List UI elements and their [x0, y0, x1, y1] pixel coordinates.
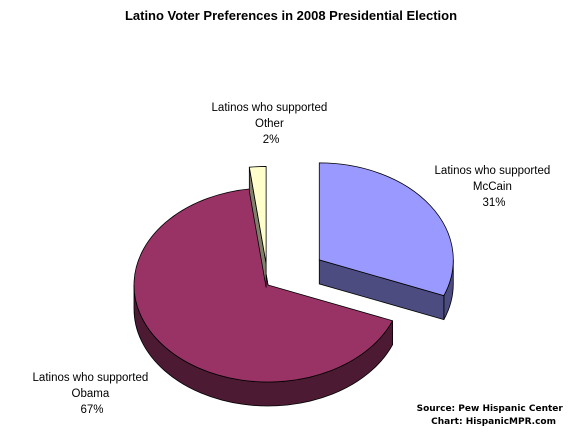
slice-other: [248, 166, 267, 288]
slice-mccain-top: [318, 162, 454, 297]
source-line: Source: Pew Hispanic Center: [417, 404, 564, 414]
pie-slices: [133, 162, 454, 407]
label-other-line3: 2%: [263, 134, 280, 146]
label-mccain: Latinos who supported McCain 31%: [435, 165, 554, 209]
chart-title: Latino Voter Preferences in 2008 Preside…: [125, 8, 457, 23]
label-mccain-line3: 31%: [482, 197, 505, 209]
slice-mccain: [318, 162, 454, 321]
label-obama-line1: Latinos who supported: [33, 372, 149, 384]
label-obama-line2: Obama: [72, 388, 110, 400]
label-mccain-line1: Latinos who supported: [435, 165, 551, 177]
label-obama-line3: 67%: [80, 404, 103, 416]
label-other-line1: Latinos who supported: [212, 102, 328, 114]
chart-source: Source: Pew Hispanic Center Chart: Hispa…: [417, 404, 566, 427]
slice-other-top: [248, 166, 267, 264]
label-mccain-line2: McCain: [473, 181, 512, 193]
credit-line: Chart: HispanicMPR.com: [431, 417, 556, 427]
label-obama: Latinos who supported Obama 67%: [33, 372, 152, 416]
slice-obama-top: [133, 188, 394, 383]
label-other-line2: Other: [255, 118, 284, 130]
label-other: Latinos who supported Other 2%: [212, 102, 331, 146]
